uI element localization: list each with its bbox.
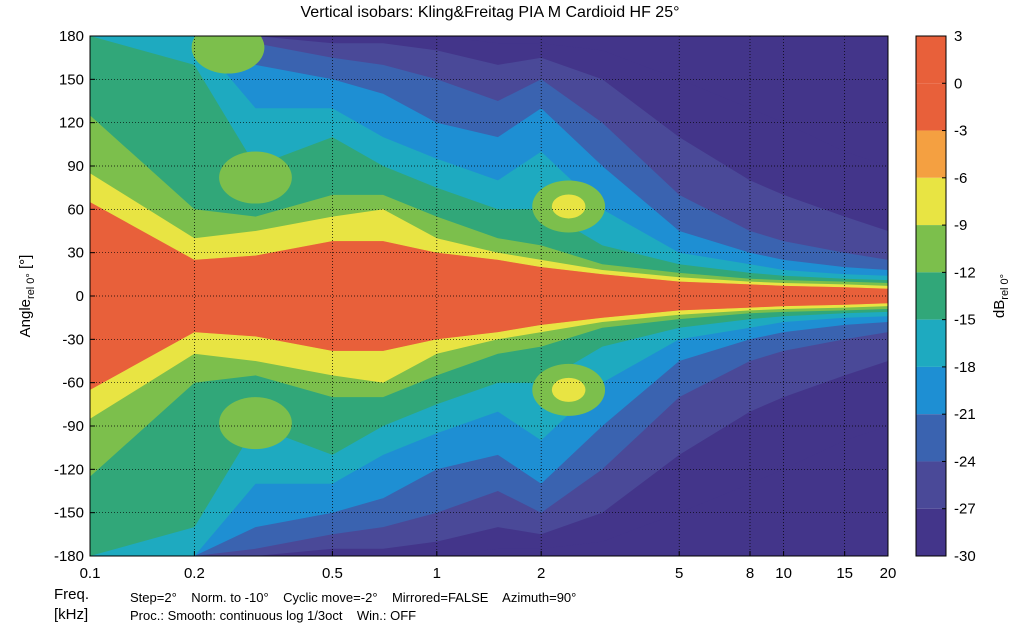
colorbar-tick-label: -30 <box>954 548 976 565</box>
y-tick-label: -120 <box>54 461 84 478</box>
colorbar-swatch-7 <box>916 366 946 415</box>
y-tick-label: -90 <box>62 418 84 435</box>
colorbar-swatch-1 <box>916 83 946 131</box>
colorbar-tick-label: -6 <box>954 170 967 187</box>
side-lobe-5 <box>551 194 586 219</box>
y-tick-label: -150 <box>54 505 84 522</box>
colorbar-axis: 3 0 -3 -6 -9 -12 -15 -18 -21 -24 -27 -30 <box>942 28 976 565</box>
x-tick-label: 8 <box>746 565 754 582</box>
y-tick-label: -60 <box>62 375 84 392</box>
colorbar-tick-label: -27 <box>954 501 976 518</box>
x-tick-label: 5 <box>675 565 683 582</box>
y-tick-label: 0 <box>76 288 84 305</box>
plot-area <box>90 36 888 556</box>
colorbar-swatch-0 <box>916 36 946 84</box>
y-axis: 180 150 120 90 60 30 0 -30 -60 -90 -120 -150 -180 <box>54 28 95 565</box>
y-tick-label: 90 <box>67 158 84 175</box>
side-lobe-2 <box>191 36 265 74</box>
colorbar <box>915 35 947 557</box>
x-tick-label: 0.1 <box>80 565 101 582</box>
colorbar-swatch-3 <box>916 177 946 226</box>
colorbar-swatch-6 <box>916 319 946 367</box>
colorbar-tick-label: 3 <box>954 28 962 45</box>
colorbar-swatch-8 <box>916 414 946 462</box>
y-tick-label: 150 <box>59 71 84 88</box>
settings-line-2: Proc.: Smooth: continuous log 1/3oct Win… <box>130 608 417 623</box>
colorbar-tick-label: -9 <box>954 217 967 234</box>
colorbar-tick-label: -15 <box>954 312 976 329</box>
y-tick-label: -30 <box>62 331 84 348</box>
colorbar-tick-label: -18 <box>954 359 976 376</box>
colorbar-tick-label: -24 <box>954 453 976 470</box>
x-tick-label: 15 <box>836 565 853 582</box>
y-tick-label: 30 <box>67 245 84 262</box>
x-axis: 0.1 0.2 0.5 1 2 5 8 10 15 20 <box>80 551 897 582</box>
colorbar-tick-label: -12 <box>954 264 976 281</box>
y-tick-label: 60 <box>67 201 84 218</box>
x-tick-label: 0.2 <box>184 565 205 582</box>
side-lobe-6 <box>551 377 586 402</box>
colorbar-tick-label: 0 <box>954 75 962 92</box>
y-tick-label: 120 <box>59 115 84 132</box>
colorbar-tick-label: -3 <box>954 123 967 140</box>
colorbar-swatch-5 <box>916 272 946 320</box>
x-tick-label: 20 <box>880 565 897 582</box>
chart-title: Vertical isobars: Kling&Freitag PIA M Ca… <box>300 4 680 21</box>
x-axis-unit: [kHz] <box>54 606 89 623</box>
colorbar-swatch-9 <box>916 461 946 509</box>
settings-line-1: Step=2° Norm. to -10° Cyclic move=-2° Mi… <box>130 590 577 605</box>
y-tick-label: 180 <box>59 28 84 45</box>
y-axis-title: Anglerel 0° [°] <box>17 255 37 338</box>
x-tick-label: 2 <box>537 565 545 582</box>
x-tick-label: 10 <box>775 565 792 582</box>
x-tick-label: 1 <box>433 565 441 582</box>
y-tick-label: -180 <box>54 548 84 565</box>
colorbar-swatch-10 <box>916 508 946 556</box>
x-axis-label: Freq. <box>54 586 90 603</box>
side-lobe-1 <box>219 397 292 450</box>
colorbar-swatch-2 <box>916 130 946 178</box>
colorbar-tick-label: -21 <box>954 406 976 423</box>
side-lobe-0 <box>219 151 292 204</box>
colorbar-title: dBrel 0° <box>991 274 1011 318</box>
y-axis-label: Anglerel 0° [°] <box>17 255 37 338</box>
x-tick-label: 0.5 <box>322 565 343 582</box>
colorbar-label: dBrel 0° <box>991 274 1011 318</box>
colorbar-swatch-4 <box>916 225 946 273</box>
colorbar-frame <box>915 35 947 557</box>
